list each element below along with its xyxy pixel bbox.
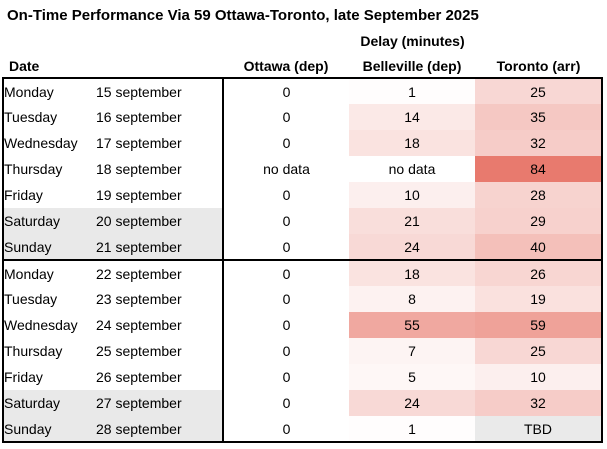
table-row: Monday 15 september 0 1 25 — [3, 78, 602, 104]
belleville-delay-cell: 8 — [349, 286, 475, 312]
belleville-delay-cell: 1 — [349, 416, 475, 442]
day-cell: Monday — [4, 83, 54, 100]
table-row: Monday 22 september 0 18 26 — [3, 260, 602, 286]
column-header-row: Date Ottawa (dep) Belleville (dep) Toron… — [3, 52, 602, 78]
table-row: Wednesday 17 september 0 18 32 — [3, 130, 602, 156]
date-cell: 24 september — [96, 312, 224, 338]
toronto-delay-cell: 19 — [475, 286, 602, 312]
table-row: Sunday 21 september 0 24 40 — [3, 234, 602, 260]
day-cell: Tuesday — [4, 291, 58, 307]
week-2-rows: Monday 22 september 0 18 26 Tuesday 23 s… — [3, 260, 602, 442]
group-header-spacer — [3, 30, 223, 52]
day-cell: Wednesday — [4, 317, 78, 333]
column-header-toronto-arr: Toronto (arr) — [496, 58, 581, 74]
toronto-delay-cell: 40 — [475, 234, 602, 260]
date-cell: 22 september — [96, 260, 224, 286]
toronto-delay-cell: 32 — [475, 130, 602, 156]
ottawa-delay-cell: 0 — [223, 104, 349, 130]
ottawa-delay-cell: 0 — [223, 312, 349, 338]
belleville-delay-cell: 18 — [349, 260, 475, 286]
date-cell: 15 september — [96, 78, 224, 104]
date-cell: 17 september — [96, 130, 224, 156]
day-cell: Saturday — [3, 390, 96, 416]
date-cell: 23 september — [96, 286, 224, 312]
table-row: Tuesday 16 september 0 14 35 — [3, 104, 602, 130]
table-row: Sunday 28 september 0 1 TBD — [3, 416, 602, 442]
table-row: Saturday 27 september 0 24 32 — [3, 390, 602, 416]
ottawa-delay-cell: 0 — [223, 78, 349, 104]
group-header-delay-minutes: Delay (minutes) — [360, 33, 465, 49]
table-row: Tuesday 23 september 0 8 19 — [3, 286, 602, 312]
ottawa-delay-cell: 0 — [223, 182, 349, 208]
ottawa-delay-cell: 0 — [223, 234, 349, 260]
toronto-delay-cell: 35 — [475, 104, 602, 130]
date-cell: 26 september — [96, 364, 224, 390]
date-cell: 27 september — [96, 390, 224, 416]
ottawa-delay-cell: 0 — [223, 416, 349, 442]
toronto-delay-cell: 25 — [475, 338, 602, 364]
toronto-delay-cell: 25 — [475, 78, 602, 104]
date-cell: 19 september — [96, 182, 224, 208]
day-cell: Friday — [4, 369, 43, 385]
belleville-delay-cell: 5 — [349, 364, 475, 390]
date-cell: 18 september — [96, 156, 224, 182]
toronto-delay-cell: 10 — [475, 364, 602, 390]
column-header-belleville-dep: Belleville (dep) — [362, 58, 462, 74]
date-cell: 28 september — [96, 416, 224, 442]
day-cell: Sunday — [3, 416, 96, 442]
table-row: Friday 19 september 0 10 28 — [3, 182, 602, 208]
day-cell: Thursday — [4, 343, 63, 359]
belleville-delay-cell: 1 — [349, 78, 475, 104]
toronto-delay-cell: 32 — [475, 390, 602, 416]
column-header-ottawa-dep: Ottawa (dep) — [243, 58, 329, 74]
ottawa-delay-cell: 0 — [223, 208, 349, 234]
day-cell: Tuesday — [4, 109, 58, 125]
toronto-delay-cell: 84 — [475, 156, 602, 182]
toronto-delay-cell: 59 — [475, 312, 602, 338]
day-cell: Sunday — [3, 234, 96, 260]
day-cell: Friday — [4, 187, 43, 203]
day-cell: Monday — [4, 265, 54, 282]
table-row: Thursday 18 september no data no data 84 — [3, 156, 602, 182]
day-cell: Saturday — [3, 208, 96, 234]
ottawa-delay-cell: 0 — [223, 130, 349, 156]
delay-table: Delay (minutes) Date Ottawa (dep) Bellev… — [2, 30, 603, 443]
belleville-delay-cell: 7 — [349, 338, 475, 364]
belleville-delay-cell: 14 — [349, 104, 475, 130]
table-row: Saturday 20 september 0 21 29 — [3, 208, 602, 234]
date-cell: 25 september — [96, 338, 224, 364]
ottawa-delay-cell: no data — [263, 161, 310, 177]
week-1-rows: Monday 15 september 0 1 25 Tuesday 16 se… — [3, 78, 602, 260]
belleville-delay-cell: 24 — [349, 390, 475, 416]
ottawa-delay-cell: 0 — [223, 260, 349, 286]
date-cell: 21 september — [96, 234, 224, 260]
belleville-delay-cell: 18 — [349, 130, 475, 156]
table-row: Friday 26 september 0 5 10 — [3, 364, 602, 390]
date-cell: 20 september — [96, 208, 224, 234]
table-row: Thursday 25 september 0 7 25 — [3, 338, 602, 364]
toronto-delay-cell: TBD — [475, 416, 602, 442]
toronto-delay-cell: 26 — [475, 260, 602, 286]
ottawa-delay-cell: 0 — [223, 390, 349, 416]
belleville-delay-cell: 24 — [349, 234, 475, 260]
ottawa-delay-cell: 0 — [223, 338, 349, 364]
ottawa-delay-cell: 0 — [223, 286, 349, 312]
ottawa-delay-cell: 0 — [223, 364, 349, 390]
column-header-date: Date — [9, 58, 40, 74]
belleville-delay-cell: 10 — [349, 182, 475, 208]
date-cell: 16 september — [96, 104, 224, 130]
belleville-delay-cell: 21 — [349, 208, 475, 234]
table-header: Delay (minutes) Date Ottawa (dep) Bellev… — [3, 30, 602, 78]
page-title: On-Time Performance Via 59 Ottawa-Toront… — [7, 7, 479, 24]
toronto-delay-cell: 29 — [475, 208, 602, 234]
belleville-delay-cell: no data — [388, 161, 436, 177]
day-cell: Thursday — [4, 161, 63, 177]
belleville-delay-cell: 55 — [349, 312, 475, 338]
toronto-delay-cell: 28 — [475, 182, 602, 208]
group-header-row: Delay (minutes) — [3, 30, 602, 52]
day-cell: Wednesday — [4, 135, 78, 151]
table-row: Wednesday 24 september 0 55 59 — [3, 312, 602, 338]
